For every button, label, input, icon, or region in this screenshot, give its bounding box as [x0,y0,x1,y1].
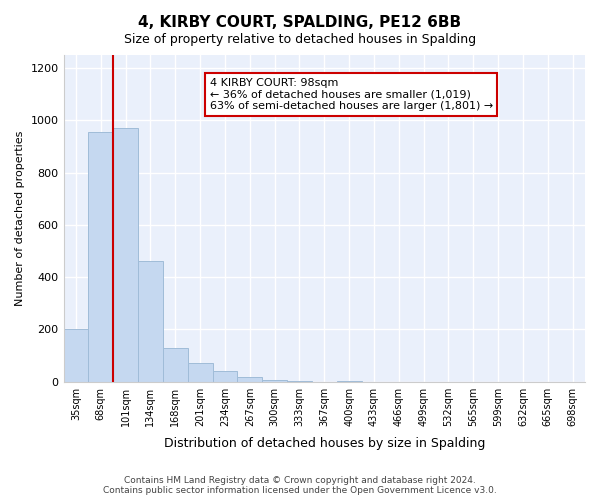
Bar [88,132,113,382]
Text: Size of property relative to detached houses in Spalding: Size of property relative to detached ho… [124,32,476,46]
Bar [113,128,138,382]
Bar [337,381,362,382]
Bar [287,381,312,382]
Text: Contains HM Land Registry data © Crown copyright and database right 2024.
Contai: Contains HM Land Registry data © Crown c… [103,476,497,495]
Y-axis label: Number of detached properties: Number of detached properties [15,130,25,306]
Text: 4 KIRBY COURT: 98sqm
← 36% of detached houses are smaller (1,019)
63% of semi-de: 4 KIRBY COURT: 98sqm ← 36% of detached h… [209,78,493,111]
Bar [212,371,238,382]
Text: 4, KIRBY COURT, SPALDING, PE12 6BB: 4, KIRBY COURT, SPALDING, PE12 6BB [139,15,461,30]
Bar [64,330,88,382]
Bar [238,377,262,382]
Bar [188,364,212,382]
Bar [163,348,188,382]
Bar [262,380,287,382]
X-axis label: Distribution of detached houses by size in Spalding: Distribution of detached houses by size … [164,437,485,450]
Bar [138,262,163,382]
